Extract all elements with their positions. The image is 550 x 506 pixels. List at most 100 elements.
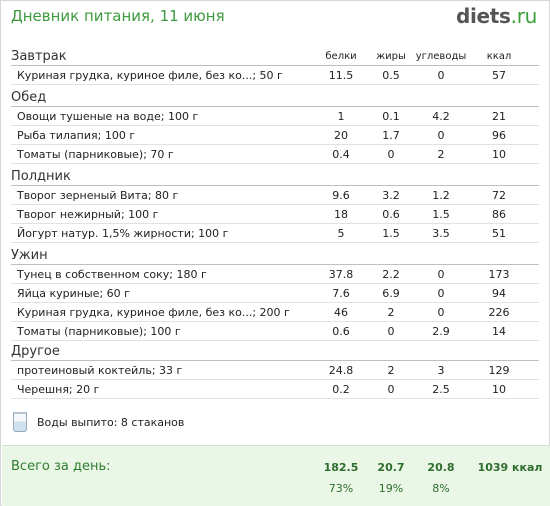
food-kcal: 21 (492, 110, 506, 123)
logo-suffix: .ru (510, 4, 538, 28)
food-row[interactable]: Йогурт натур. 1,5% жирности; 100 г 5 1.5 3.… (11, 224, 539, 243)
food-protein: 7.6 (332, 287, 350, 300)
site-logo[interactable]: diets.ru (456, 4, 537, 28)
food-name: Томаты (парниковые); 100 г (17, 325, 181, 338)
food-name: Творог зерненый Вита; 80 г (17, 189, 179, 202)
column-header-carbs: углеводы (415, 51, 467, 62)
food-fat: 0 (387, 148, 395, 161)
food-carbs: 0 (437, 306, 445, 319)
column-header-kcal: ккал (486, 51, 512, 62)
food-protein: 0.4 (332, 148, 350, 161)
food-carbs: 0 (437, 69, 445, 82)
food-fat: 2 (387, 364, 395, 377)
food-protein: 37.8 (328, 268, 354, 281)
food-row[interactable]: Творог зерненый Вита; 80 г 9.6 3.2 1.2 72 (11, 186, 539, 205)
food-protein: 18 (334, 208, 348, 221)
food-row[interactable]: Рыба тилапия; 100 г 20 1.7 0 96 (11, 126, 539, 145)
section-title-other: Другое (11, 344, 60, 359)
food-row[interactable]: Черешня; 20 г 0.2 0 2.5 10 (11, 380, 539, 399)
food-fat: 0.6 (382, 208, 400, 221)
total-carbs: 20.8 (427, 461, 455, 474)
food-kcal: 129 (488, 364, 510, 377)
percent-fat: 19% (378, 482, 404, 495)
water-glass-icon[interactable] (13, 412, 27, 432)
water-label: Воды выпито: 8 стаканов (37, 416, 185, 429)
food-carbs: 4.2 (432, 110, 450, 123)
food-carbs: 2.9 (432, 325, 450, 338)
section-title-lunch: Обед (11, 90, 47, 105)
food-protein: 11.5 (328, 69, 354, 82)
food-row[interactable]: Творог нежирный; 100 г 18 0.6 1.5 86 (11, 205, 539, 224)
page-title: Дневник питания, 11 июня (11, 7, 225, 25)
food-kcal: 226 (488, 306, 510, 319)
food-kcal: 173 (488, 268, 510, 281)
section-divider (11, 65, 539, 66)
food-kcal: 96 (492, 129, 506, 142)
food-kcal: 10 (492, 383, 506, 396)
food-carbs: 1.2 (432, 189, 450, 202)
section-title-snack: Полдник (11, 169, 71, 184)
totals-label: Всего за день: (11, 459, 111, 474)
total-kcal: 1039 ккал (477, 461, 543, 474)
food-carbs: 3 (437, 364, 445, 377)
section-divider (11, 106, 539, 107)
section-divider (11, 264, 539, 265)
food-name: Йогурт натур. 1,5% жирности; 100 г (17, 227, 229, 240)
food-protein: 46 (334, 306, 348, 319)
total-protein: 182.5 (323, 461, 359, 474)
food-name: Яйца куриные; 60 г (17, 287, 130, 300)
food-carbs: 0 (437, 268, 445, 281)
food-kcal: 51 (492, 227, 506, 240)
food-kcal: 72 (492, 189, 506, 202)
column-header-fat: жиры (376, 51, 406, 62)
food-row[interactable]: Томаты (парниковые); 70 г 0.4 0 2 10 (11, 145, 539, 164)
food-fat: 2.2 (382, 268, 400, 281)
section-title-dinner: Ужин (11, 248, 48, 263)
food-row[interactable]: Овощи тушеные на воде; 100 г 1 0.1 4.2 21 (11, 107, 539, 126)
food-fat: 3.2 (382, 189, 400, 202)
food-fat: 6.9 (382, 287, 400, 300)
food-row[interactable]: Тунец в собственном соку; 180 г 37.8 2.2 0 1… (11, 265, 539, 284)
section-title-breakfast: Завтрак (11, 49, 67, 64)
percent-carbs: 8% (432, 482, 450, 495)
food-protein: 0.6 (332, 325, 350, 338)
percent-protein: 73% (328, 482, 354, 495)
food-carbs: 2 (437, 148, 445, 161)
food-row[interactable]: Яйца куриные; 60 г 7.6 6.9 0 94 (11, 284, 539, 303)
food-fat: 0.1 (382, 110, 400, 123)
food-protein: 9.6 (332, 189, 350, 202)
section-divider (11, 185, 539, 186)
food-fat: 0 (387, 383, 395, 396)
food-fat: 0.5 (382, 69, 400, 82)
food-carbs: 0 (437, 129, 445, 142)
food-protein: 24.8 (328, 364, 354, 377)
food-fat: 0 (387, 325, 395, 338)
food-kcal: 14 (492, 325, 506, 338)
food-name: Куриная грудка, куриное филе, без ко...;… (17, 306, 290, 319)
logo-main: diets (455, 4, 511, 28)
food-carbs: 3.5 (432, 227, 450, 240)
food-row[interactable]: протеиновый коктейль; 33 г 24.8 2 3 129 (11, 361, 539, 380)
food-fat: 1.7 (382, 129, 400, 142)
food-kcal: 57 (492, 69, 506, 82)
food-kcal: 94 (492, 287, 506, 300)
food-name: Овощи тушеные на воде; 100 г (17, 110, 199, 123)
food-name: Черешня; 20 г (17, 383, 100, 396)
food-row[interactable]: Томаты (парниковые); 100 г 0.6 0 2.9 14 (11, 322, 539, 341)
food-fat: 2 (387, 306, 395, 319)
food-protein: 5 (337, 227, 345, 240)
food-name: Рыба тилапия; 100 г (17, 129, 136, 142)
section-divider (11, 360, 539, 361)
column-header-protein: белки (325, 51, 357, 62)
food-row[interactable]: Куриная грудка, куриное филе, без ко...;… (11, 66, 539, 85)
food-protein: 1 (337, 110, 345, 123)
food-name: Творог нежирный; 100 г (17, 208, 159, 221)
food-carbs: 1.5 (432, 208, 450, 221)
food-protein: 0.2 (332, 383, 350, 396)
food-kcal: 86 (492, 208, 506, 221)
food-name: протеиновый коктейль; 33 г (17, 364, 183, 377)
food-kcal: 10 (492, 148, 506, 161)
food-row[interactable]: Куриная грудка, куриное филе, без ко...;… (11, 303, 539, 322)
total-fat: 20.7 (377, 461, 405, 474)
